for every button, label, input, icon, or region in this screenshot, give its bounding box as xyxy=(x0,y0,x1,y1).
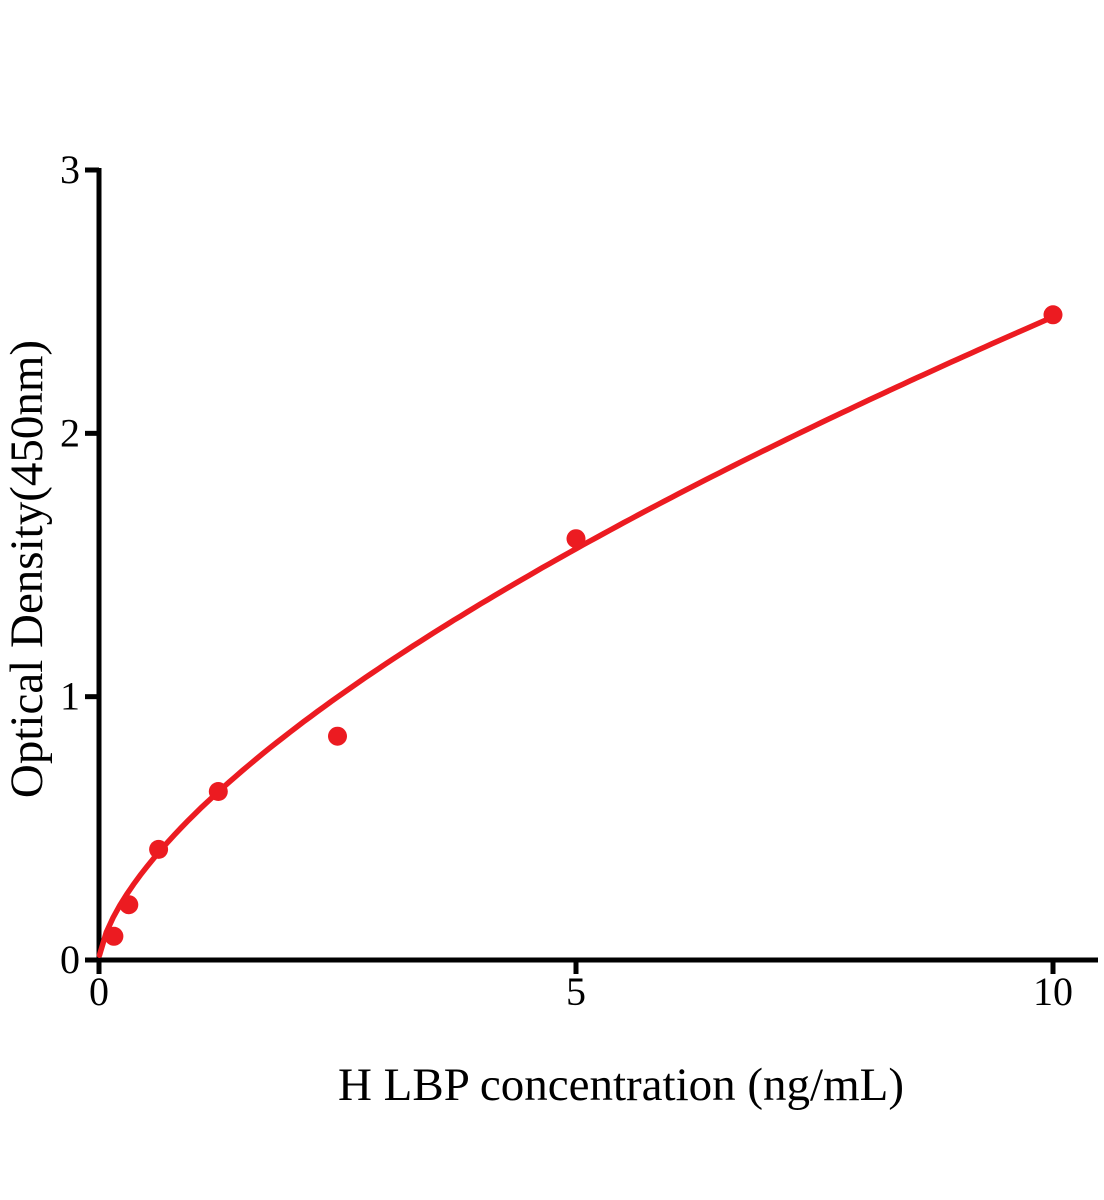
y-tick-label: 3 xyxy=(60,147,80,192)
data-point xyxy=(104,926,124,946)
x-tick-label: 5 xyxy=(566,969,586,1014)
y-axis-title: Optical Density(450nm) xyxy=(1,340,53,798)
fit-curve-path xyxy=(96,314,1056,958)
x-tick-label: 0 xyxy=(89,969,109,1014)
fit-curve xyxy=(96,314,1056,958)
data-point xyxy=(328,726,347,746)
axes xyxy=(96,168,1098,963)
x-tick-label: 10 xyxy=(1033,969,1073,1014)
y-tick-label: 2 xyxy=(60,410,80,455)
x-axis-title: H LBP concentration (ng/mL) xyxy=(338,1059,904,1111)
data-point xyxy=(566,529,586,549)
data-point xyxy=(149,839,169,859)
data-point xyxy=(119,895,139,915)
y-tick-label: 1 xyxy=(60,674,80,719)
tick-marks xyxy=(85,167,1056,974)
y-tick-label: 0 xyxy=(60,937,80,982)
data-point xyxy=(208,782,228,801)
data-point xyxy=(1043,305,1063,325)
tick-labels: 0 5 10 0 1 2 3 xyxy=(60,147,1073,1014)
data-points xyxy=(104,305,1063,946)
